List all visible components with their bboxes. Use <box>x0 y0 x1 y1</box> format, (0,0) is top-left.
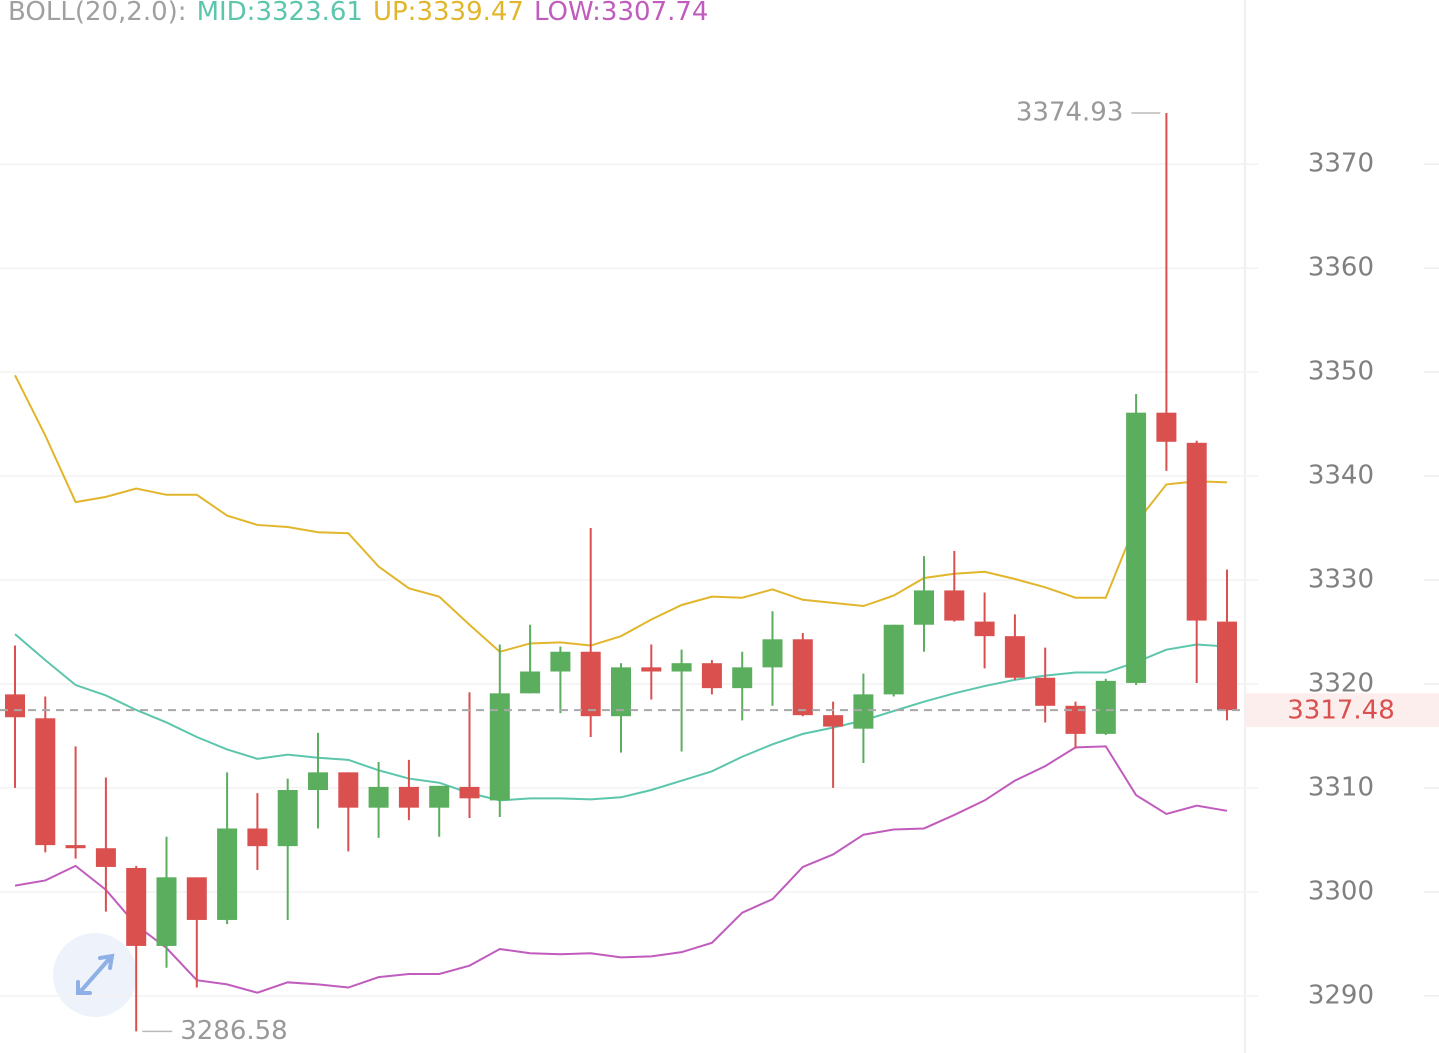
candle-body <box>308 772 328 791</box>
min-label: 3286.58 <box>180 1016 288 1046</box>
candle-body <box>580 651 601 717</box>
candle-body <box>1004 636 1025 678</box>
candle-body <box>762 639 783 668</box>
y-tick-label: 3350 <box>1308 357 1374 387</box>
candle-body <box>277 790 298 847</box>
candle-body <box>914 590 934 625</box>
candle-body <box>489 693 510 801</box>
candle-body <box>641 667 662 672</box>
candle-body <box>550 651 571 672</box>
boll-line <box>14 745 1228 994</box>
candle-body <box>1035 677 1056 706</box>
boll-line <box>14 633 1228 802</box>
candle-body <box>368 786 389 808</box>
y-tick-label: 3340 <box>1308 461 1374 491</box>
candle-body <box>1217 621 1237 711</box>
candle-body <box>459 786 480 799</box>
y-tick-label: 3290 <box>1308 980 1374 1010</box>
candle-body <box>126 867 147 946</box>
candle-body <box>1186 442 1207 621</box>
candle-body <box>95 848 116 867</box>
candle-body <box>398 786 419 808</box>
y-tick-label: 3330 <box>1308 565 1374 595</box>
boll-line <box>14 374 1228 653</box>
candle-body <box>883 624 904 695</box>
candle-body <box>944 590 965 621</box>
y-tick-label: 3360 <box>1308 253 1374 283</box>
candle-body <box>520 671 541 694</box>
candle-body <box>732 667 753 689</box>
candle-body <box>1095 680 1116 734</box>
candle-body <box>823 715 844 727</box>
last-price-box <box>1245 693 1439 728</box>
candle-body <box>792 639 813 716</box>
indicator-header: BOLL(20,2.0): MID:3323.61 UP:3339.47 LOW:33… <box>8 0 708 27</box>
candle-body <box>5 694 25 718</box>
y-tick-label: 3370 <box>1308 149 1374 179</box>
candle-body <box>186 877 207 920</box>
candle-body <box>701 663 722 689</box>
expand-button[interactable] <box>53 933 137 1017</box>
candle-body <box>65 845 86 849</box>
candle-body <box>217 828 238 920</box>
y-tick-label: 3310 <box>1308 772 1374 802</box>
candle-body <box>1126 412 1147 683</box>
candle-body <box>1156 412 1177 442</box>
candle-body <box>429 785 450 808</box>
candle-body <box>338 772 359 808</box>
candle-body <box>853 694 874 729</box>
candle-body <box>156 877 177 946</box>
indicator-value: LOW:3307.74 <box>534 0 708 27</box>
candle-body <box>1065 705 1086 734</box>
candle-body <box>247 828 268 847</box>
max-label: 3374.93 <box>1016 97 1124 127</box>
y-tick-label: 3300 <box>1308 876 1374 906</box>
last-price-label: 3317.48 <box>1287 696 1395 726</box>
candle-body <box>671 663 692 672</box>
candle-body <box>974 621 995 637</box>
candle-body <box>35 718 56 846</box>
candle-body <box>611 667 631 717</box>
indicator-value: MID:3323.61 <box>197 0 363 27</box>
indicator-name: BOLL(20,2.0): <box>8 0 187 27</box>
indicator-value: UP:3339.47 <box>373 0 524 27</box>
